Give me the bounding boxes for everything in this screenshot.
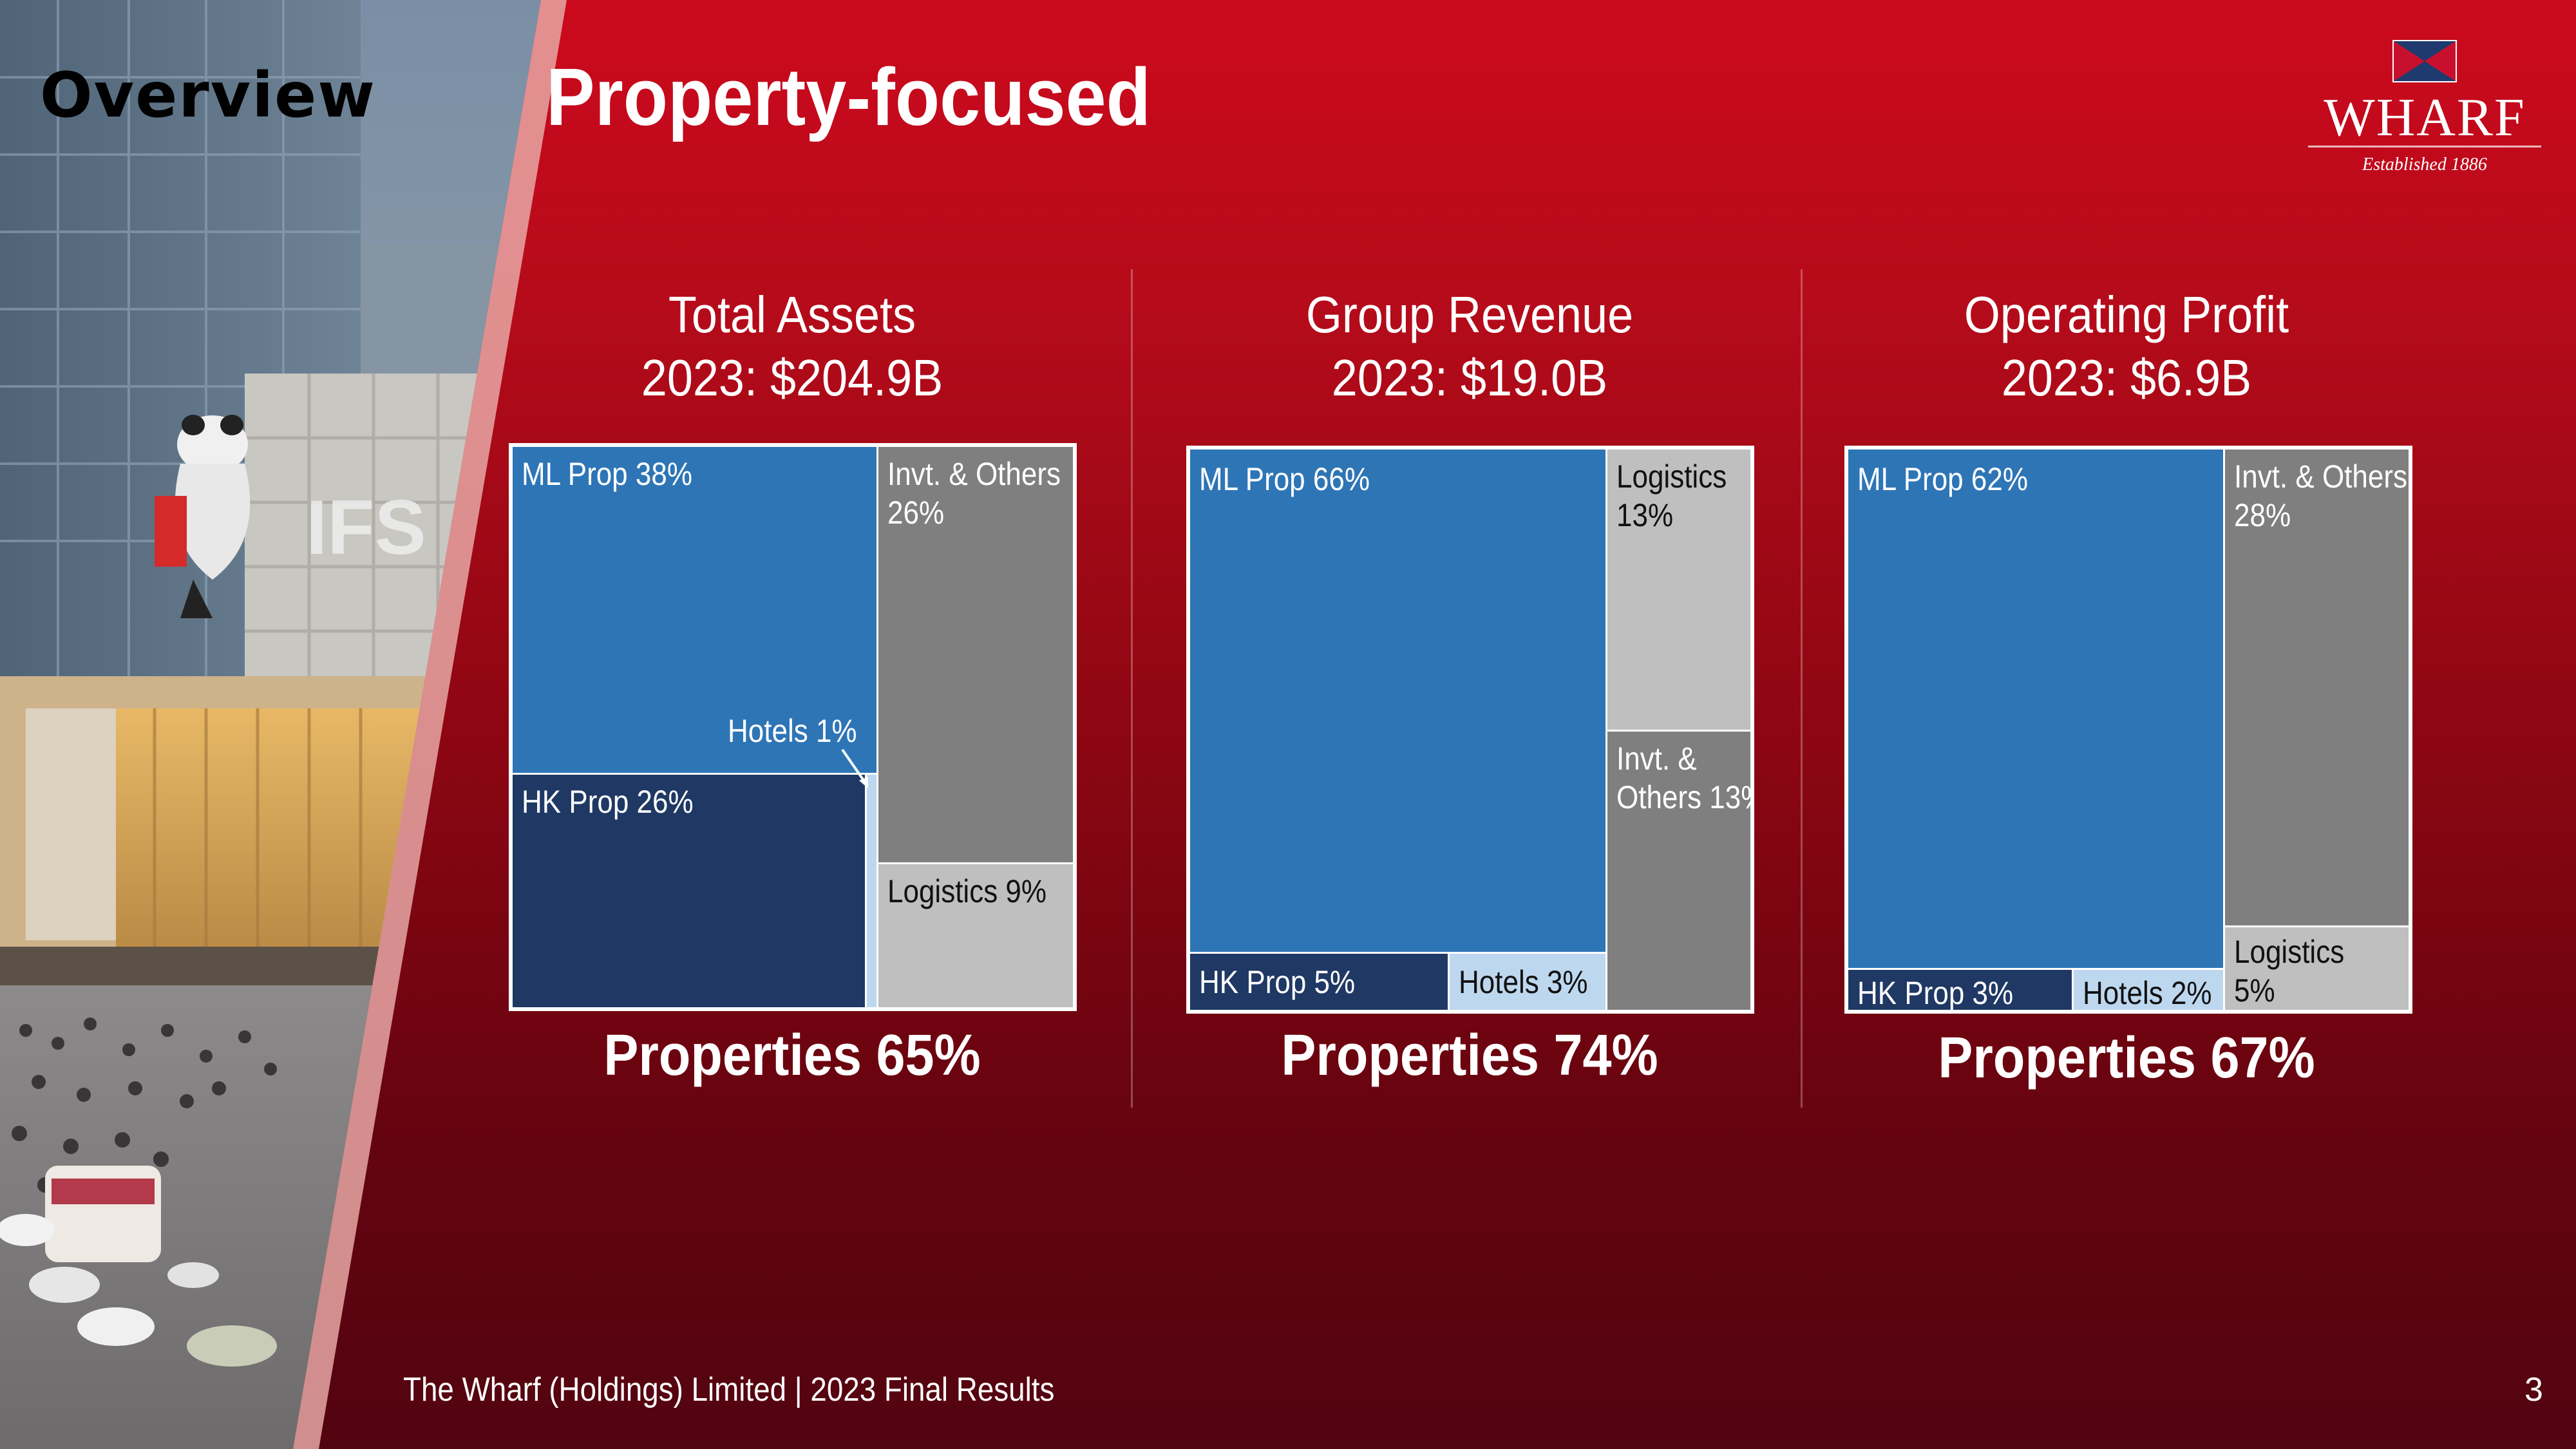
segment-hk-prop: HK Prop 26% — [511, 773, 867, 1009]
panel-heading-total-assets: Total Assets 2023: $204.9B — [502, 283, 1082, 410]
treemap-group-revenue: ML Prop 66% HK Prop 5% Hotels 3% Logisti… — [1186, 446, 1754, 1014]
segment-hotels: Hotels 3% — [1448, 952, 1607, 1012]
segment-label: ML Prop 66% — [1199, 461, 1370, 497]
segment-logistics: Logistics 13% — [1605, 448, 1752, 732]
segment-label: HK Prop 5% — [1199, 964, 1356, 1000]
panel-subtitle: 2023: $19.0B — [1331, 349, 1608, 406]
segment-logistics: Logistics 9% — [876, 862, 1075, 1009]
segment-invt-others: Invt. & Others 26% — [876, 445, 1075, 864]
segment-logistics: Logistics 5% — [2223, 925, 2410, 1012]
segment-label: HK Prop 3% — [1857, 975, 2014, 1011]
logo-wordmark: WHARF — [2324, 88, 2526, 147]
segment-label: Logistics 9% — [887, 873, 1047, 909]
segment-label: Invt. & Others 26% — [887, 456, 1061, 531]
segment-ml-prop: ML Prop 66% — [1188, 448, 1607, 954]
segment-hotels: Hotels 2% — [2072, 968, 2225, 1012]
svg-text:IFS: IFS — [306, 484, 426, 571]
panel-divider — [1131, 269, 1133, 1108]
segment-label: Logistics 13% — [1616, 459, 1727, 533]
segment-label: Invt. & Others 28% — [2234, 459, 2407, 533]
segment-ml-prop: ML Prop 62% — [1846, 448, 2225, 970]
properties-total-assets: Properties 65% — [603, 1023, 981, 1088]
treemap-operating-profit: ML Prop 62% HK Prop 3% Hotels 2% Invt. &… — [1844, 446, 2412, 1014]
panel-title: Total Assets — [668, 286, 916, 343]
page-number: 3 — [2524, 1371, 2543, 1408]
segment-invt-others: Invt. & Others 28% — [2223, 448, 2410, 927]
logo-tagline: Established 1886 — [2362, 155, 2487, 175]
properties-group-revenue: Properties 74% — [1281, 1023, 1658, 1088]
segment-label: ML Prop 62% — [1857, 461, 2028, 497]
segment-label: Logistics 5% — [2234, 934, 2345, 1009]
panel-heading-operating-profit: Operating Profit 2023: $6.9B — [1837, 283, 2416, 410]
properties-operating-profit: Properties 67% — [1938, 1026, 2315, 1090]
segment-label: Hotels 3% — [1459, 964, 1588, 1000]
footer-text: The Wharf (Holdings) Limited | 2023 Fina… — [403, 1371, 1055, 1408]
segment-label: HK Prop 26% — [522, 784, 694, 820]
page-title: Property-focused — [546, 52, 1151, 142]
section-label: Overview — [40, 59, 376, 131]
wharf-logo: WHARF Established 1886 — [2306, 40, 2544, 182]
panel-heading-group-revenue: Group Revenue 2023: $19.0B — [1180, 283, 1759, 410]
segment-hk-prop: HK Prop 5% — [1188, 952, 1450, 1012]
panel-subtitle: 2023: $204.9B — [641, 349, 943, 406]
panel-title: Group Revenue — [1305, 286, 1634, 343]
segment-invt-others: Invt. & Others 13% — [1605, 730, 1752, 1012]
callout-arrow-icon — [841, 748, 868, 788]
segment-label: ML Prop 38% — [522, 456, 692, 492]
treemap-total-assets: ML Prop 38% HK Prop 26% Invt. & Others 2… — [509, 443, 1077, 1011]
panel-subtitle: 2023: $6.9B — [2001, 349, 2252, 406]
segment-label: Invt. & Others 13% — [1616, 741, 1752, 815]
panel-divider — [1801, 269, 1803, 1108]
segment-label: Hotels 2% — [2083, 975, 2212, 1011]
segment-hk-prop: HK Prop 3% — [1846, 968, 2074, 1012]
panel-title: Operating Profit — [1964, 286, 2289, 343]
logo-rule — [2308, 146, 2541, 147]
wharf-flag-icon — [2392, 40, 2457, 82]
hotels-callout-label: Hotels 1% — [728, 713, 857, 749]
